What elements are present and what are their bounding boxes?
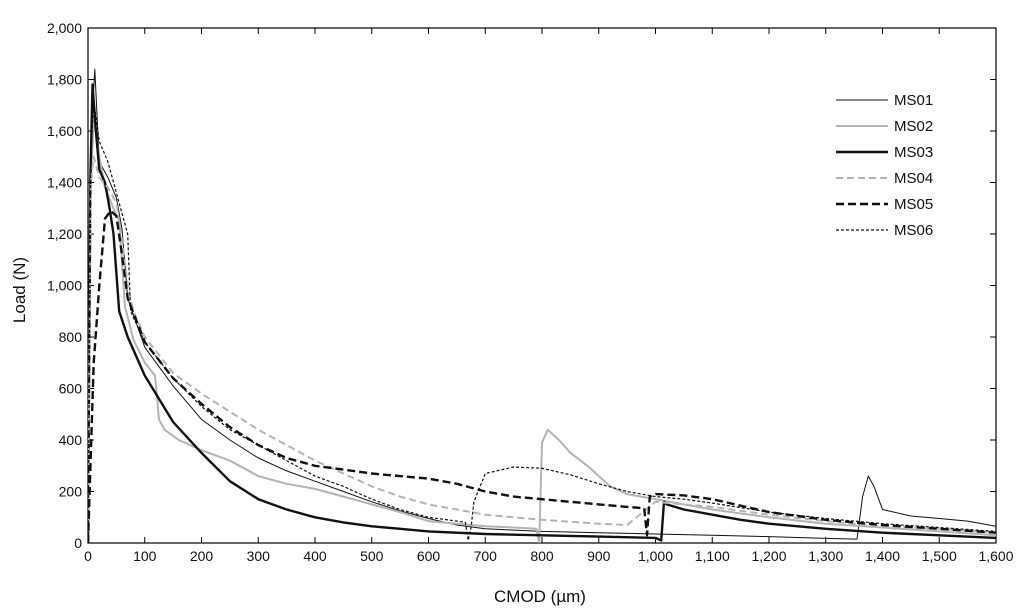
x-tick-label: 1,100	[695, 548, 730, 564]
series-line-ms04	[88, 155, 996, 543]
x-tick-label: 1,200	[751, 548, 786, 564]
x-tick-label: 1,400	[865, 548, 900, 564]
legend-label-ms03: MS03	[894, 144, 933, 161]
y-tick-label: 1,000	[47, 278, 82, 294]
series-line-ms06	[88, 99, 996, 543]
series-line-ms03	[88, 83, 996, 543]
series-line-ms01	[88, 68, 996, 543]
x-tick-label: 1,600	[978, 548, 1013, 564]
series-line-ms02	[88, 117, 996, 543]
x-tick-label: 900	[587, 548, 611, 564]
y-tick-label: 1,800	[47, 72, 82, 88]
y-tick-label: 200	[59, 484, 83, 500]
x-tick-label: 800	[530, 548, 554, 564]
y-tick-label: 1,400	[47, 175, 82, 191]
x-tick-label: 1,000	[638, 548, 673, 564]
x-tick-label: 400	[303, 548, 327, 564]
legend-label-ms01: MS01	[894, 92, 933, 109]
legend-label-ms05: MS05	[894, 196, 933, 213]
x-tick-label: 100	[133, 548, 157, 564]
y-tick-label: 600	[59, 381, 83, 397]
y-tick-label: 2,000	[47, 20, 82, 36]
legend: MS01 MS02 MS03 MS04 MS05 MS06	[836, 92, 933, 239]
axes: 0 100 200 300 400 500 600 700 800 900 1,000 1,100 1,…	[47, 20, 1014, 564]
series-lines	[88, 68, 996, 543]
legend-label-ms04: MS04	[894, 170, 933, 187]
x-tick-label: 1,300	[808, 548, 843, 564]
y-tick-label: 1,600	[47, 123, 82, 139]
x-axis-title: CMOD (µm)	[494, 587, 586, 606]
x-tick-label: 700	[474, 548, 498, 564]
y-tick-label: 1,200	[47, 226, 82, 242]
x-tick-label: 300	[247, 548, 271, 564]
y-tick-label: 800	[59, 329, 83, 345]
y-tick-label: 400	[59, 432, 83, 448]
series-line-ms05	[88, 209, 996, 543]
legend-label-ms06: MS06	[894, 222, 933, 239]
x-tick-label: 600	[417, 548, 441, 564]
x-tick-label: 1,500	[922, 548, 957, 564]
x-tick-label: 500	[360, 548, 384, 564]
x-tick-label: 200	[190, 548, 214, 564]
y-axis-title: Load (N)	[10, 257, 29, 323]
legend-label-ms02: MS02	[894, 118, 933, 135]
x-tick-label: 0	[84, 548, 92, 564]
y-tick-label: 0	[74, 535, 82, 551]
